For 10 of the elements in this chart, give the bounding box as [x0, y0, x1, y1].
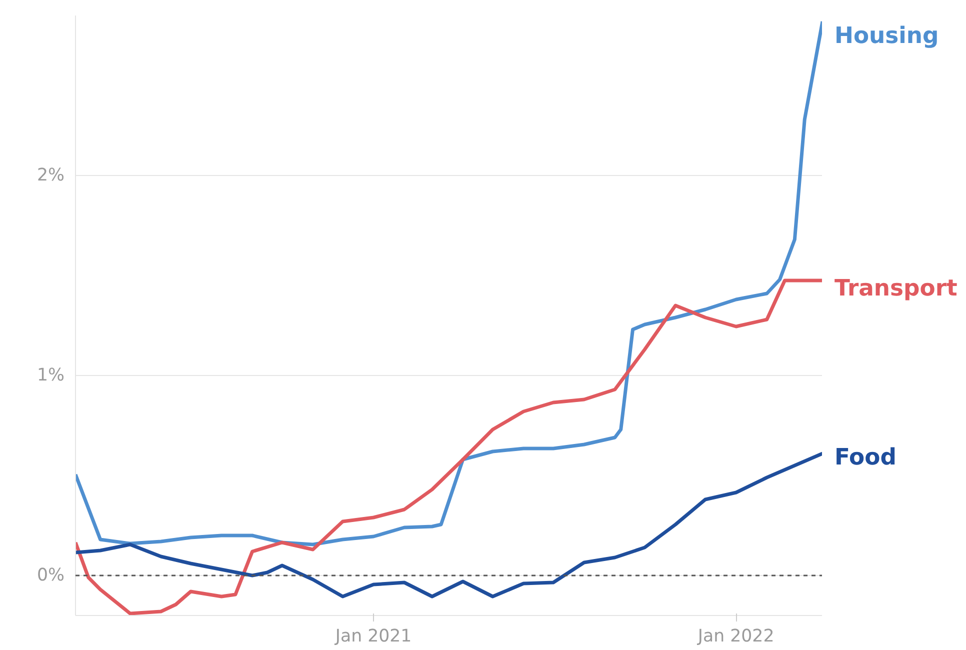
line-series [76, 20, 822, 546]
series-label: Food [834, 444, 896, 470]
series-label: Transport [834, 276, 958, 302]
y-tick-label: 0% [37, 566, 65, 586]
x-tick-label: Jan 2022 [696, 626, 774, 646]
y-tick-label: 2% [37, 166, 65, 186]
x-tick-label: Jan 2021 [334, 626, 412, 646]
series-label: Housing [834, 22, 939, 49]
y-tick-label: 1% [37, 366, 65, 386]
line-series [76, 452, 822, 598]
